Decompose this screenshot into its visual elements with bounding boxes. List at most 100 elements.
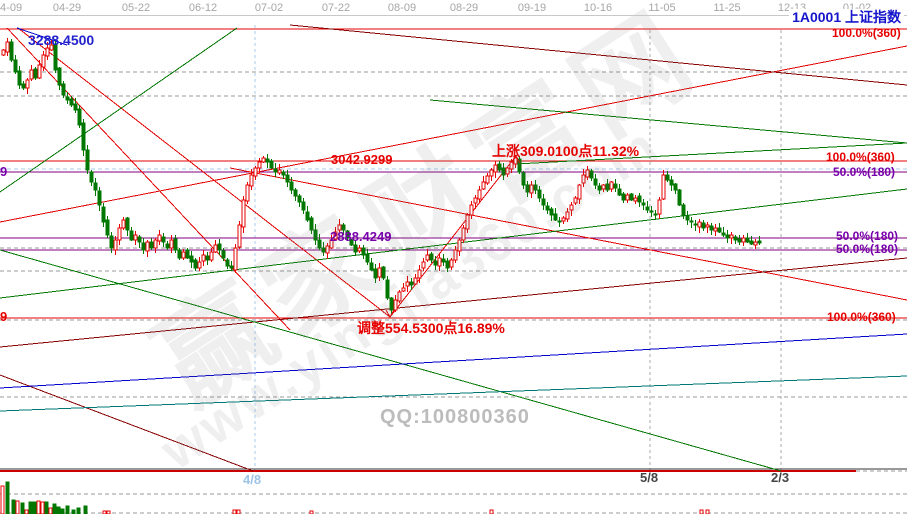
volume-bar-down xyxy=(65,505,70,514)
date-tick-label: 04-29 xyxy=(52,2,82,14)
candle-down xyxy=(745,237,750,243)
retracement-label: 100.0%(360) xyxy=(826,150,895,164)
candle-down xyxy=(141,242,146,251)
candle-down xyxy=(433,260,438,266)
candle-down xyxy=(669,179,674,186)
retracement-label: 50.0%(180) xyxy=(833,165,896,179)
gann-fraction-label: 4/8 xyxy=(243,472,262,487)
candle-up xyxy=(405,281,410,287)
candle-down xyxy=(521,172,526,186)
candle-down xyxy=(385,279,390,299)
candle-up xyxy=(529,184,534,194)
trend-line xyxy=(289,24,907,86)
candle-down xyxy=(309,217,314,231)
candle-up xyxy=(469,204,474,216)
candle-up xyxy=(481,181,486,190)
candle-down xyxy=(17,70,22,86)
candle-up xyxy=(37,64,42,79)
candle-up xyxy=(333,231,338,240)
candle-up xyxy=(729,234,734,239)
gann-lines xyxy=(0,24,907,472)
date-tick-label: 07-22 xyxy=(321,2,351,14)
candle-down xyxy=(733,236,738,241)
volume-bar-down xyxy=(11,499,16,514)
candle-up xyxy=(413,277,418,285)
candle-up xyxy=(401,287,406,292)
candle-down xyxy=(653,213,658,216)
candle-down xyxy=(269,160,274,169)
volume-bar-down xyxy=(32,501,37,514)
clipped-price-label: 9 xyxy=(0,164,8,179)
candle-down xyxy=(125,217,130,231)
volume-bar-up xyxy=(24,509,29,514)
price-label: 3042.9299 xyxy=(331,152,393,167)
candle-up xyxy=(461,227,466,241)
candle-down xyxy=(617,188,622,196)
symbol-title[interactable]: 1A0001 上证指数 xyxy=(789,9,904,25)
candle-down xyxy=(641,202,646,206)
candle-up xyxy=(513,157,518,165)
candle-down xyxy=(649,210,654,213)
candle-up xyxy=(201,254,206,262)
qq-contact-label: QQ:100800360 xyxy=(380,406,530,428)
date-tick-label: 11-25 xyxy=(713,2,741,14)
candle-up xyxy=(581,174,586,184)
candle-down xyxy=(225,259,230,267)
candle-down xyxy=(313,229,318,241)
volume-bar-up xyxy=(40,501,45,514)
candle-down xyxy=(693,223,698,226)
candle-down xyxy=(589,170,594,179)
arrowhead xyxy=(511,154,521,164)
candle-down xyxy=(229,265,234,269)
candle-down xyxy=(597,185,602,191)
candle-down xyxy=(545,205,550,211)
candle-down xyxy=(365,253,370,263)
candle-down xyxy=(109,235,114,249)
trend-line xyxy=(0,249,782,472)
candle-up xyxy=(181,251,186,259)
candle-up xyxy=(485,175,490,184)
candle-down xyxy=(557,220,562,223)
volume-bar-up xyxy=(699,509,704,514)
candle-down xyxy=(161,236,166,243)
candle-up xyxy=(25,79,30,89)
candle-down xyxy=(293,189,298,197)
volume-bar-up xyxy=(36,500,41,514)
volume-bar-up xyxy=(0,485,5,514)
candle-up xyxy=(49,44,54,51)
volume-bar-up xyxy=(232,509,237,514)
trend-line xyxy=(0,27,238,193)
candle-up xyxy=(377,267,382,278)
candle-up xyxy=(577,184,582,200)
candle-down xyxy=(9,41,14,61)
candle-up xyxy=(489,169,494,177)
candle-up xyxy=(625,194,630,201)
candle-down xyxy=(445,260,450,269)
candle-up xyxy=(209,251,214,261)
candle-up xyxy=(505,167,510,175)
candle-down xyxy=(665,174,670,181)
volume-bar-up xyxy=(106,510,111,514)
trend-line xyxy=(0,45,907,223)
volume-bar-down xyxy=(44,501,49,514)
clipped-price-label: 9 xyxy=(0,309,8,324)
candle-up xyxy=(509,161,514,170)
candle-down xyxy=(605,183,610,191)
volume-bar-up xyxy=(236,509,241,514)
volume-bar-down xyxy=(20,502,25,514)
candle-down xyxy=(429,253,434,261)
price-label: 2888.4249 xyxy=(330,229,392,244)
date-tick-label: 06-12 xyxy=(188,2,218,14)
candle-up xyxy=(153,239,158,249)
candle-up xyxy=(29,69,34,80)
candle-down xyxy=(297,195,302,203)
candle-down xyxy=(65,96,70,101)
candle-up xyxy=(393,299,398,311)
candle-down xyxy=(673,183,678,191)
candle-down xyxy=(273,168,278,173)
candle-down xyxy=(373,268,378,279)
trend-line xyxy=(429,99,907,144)
volume-bars xyxy=(0,481,710,514)
candle-up xyxy=(465,214,470,230)
